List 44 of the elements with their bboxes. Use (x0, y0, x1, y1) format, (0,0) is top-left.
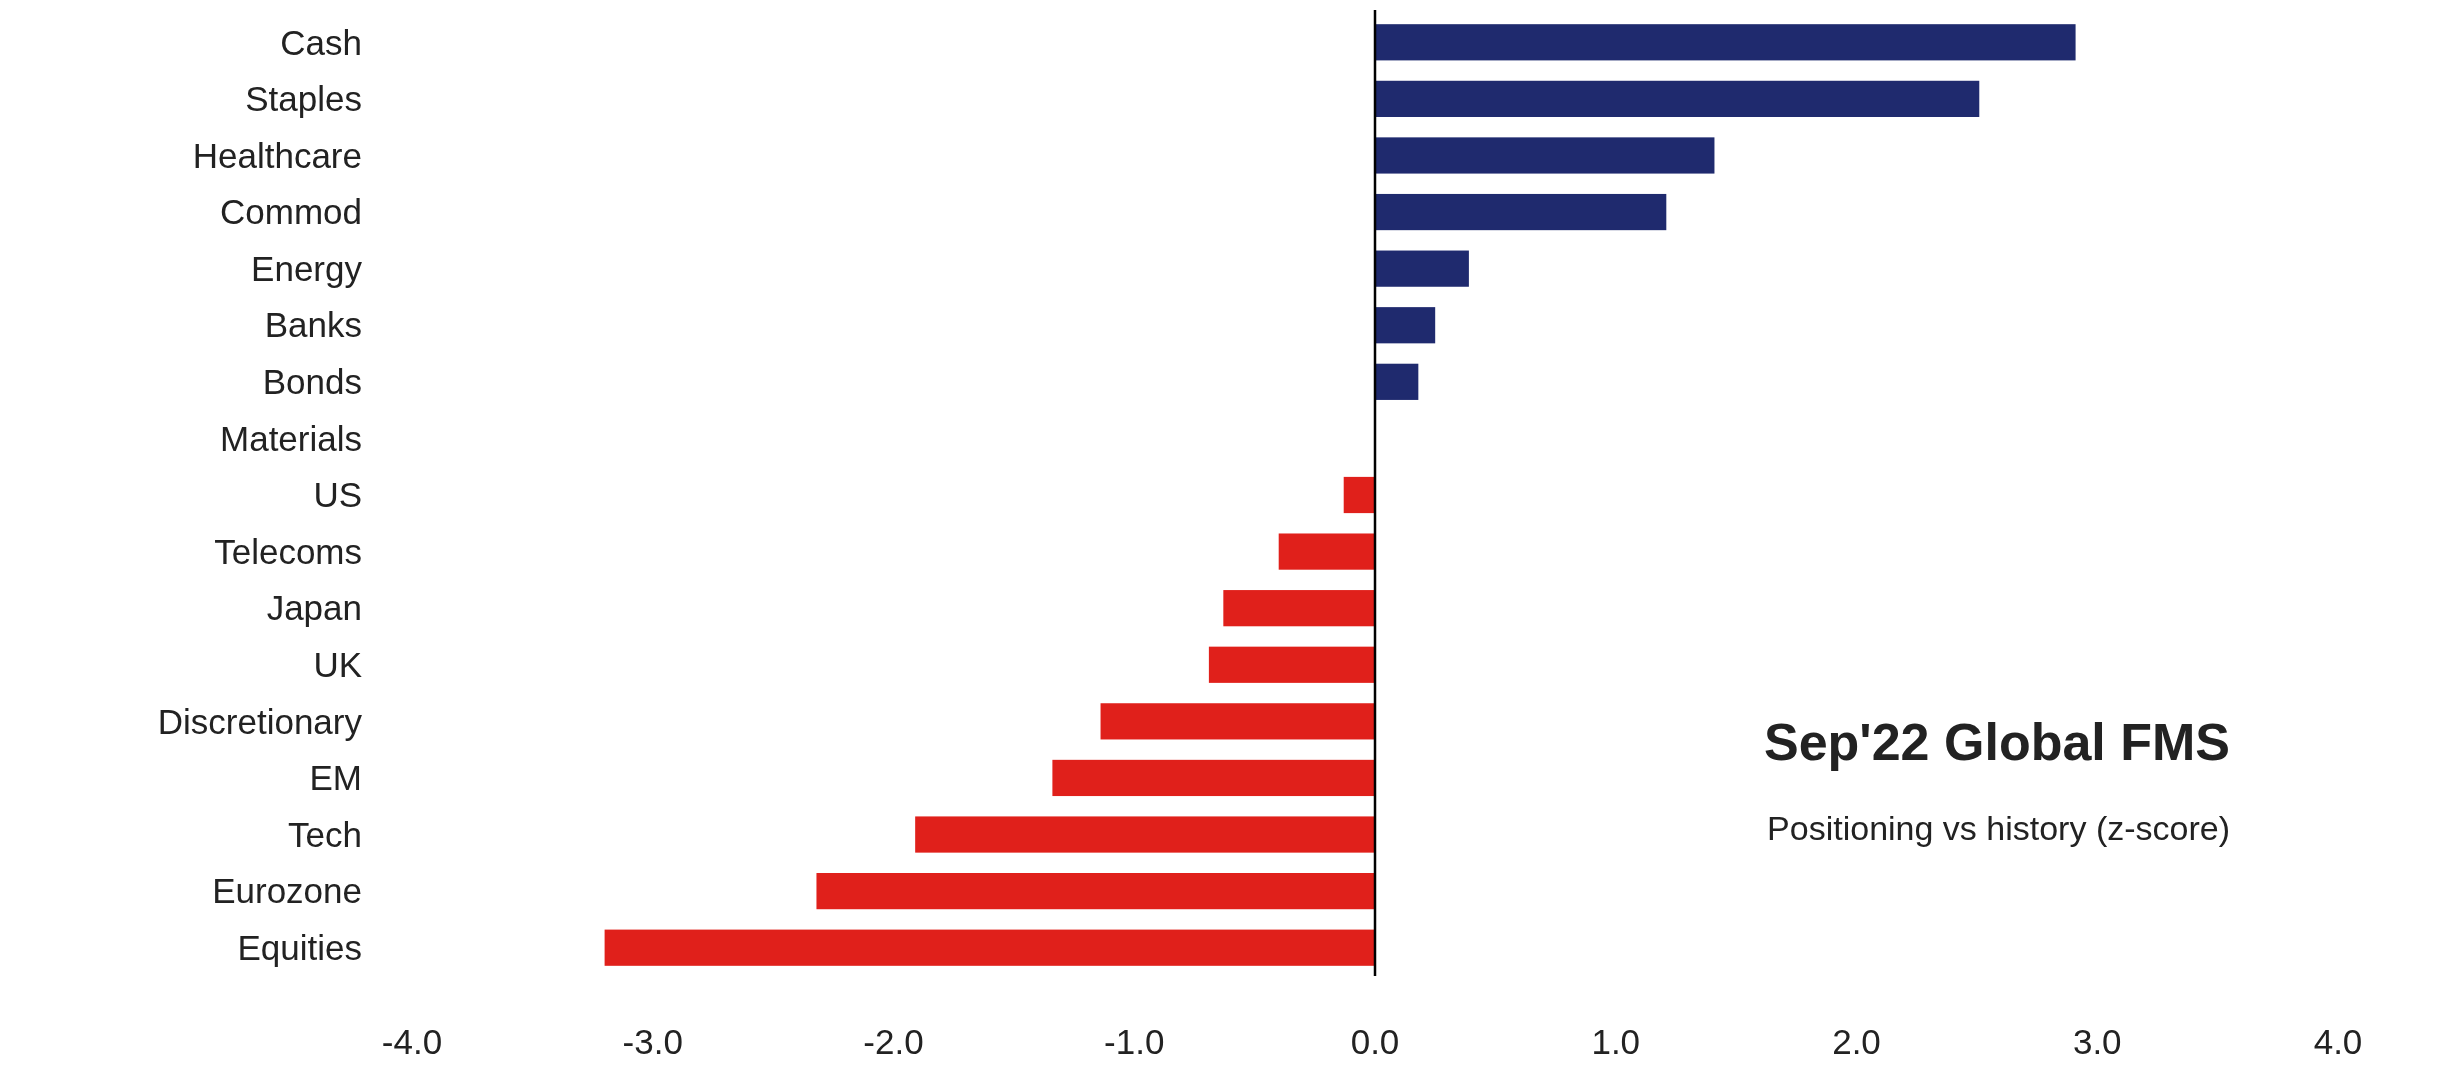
bar (915, 816, 1375, 853)
y-tick-label: Commod (220, 192, 362, 232)
x-tick-label: 4.0 (2313, 1022, 2363, 1062)
text: Sep'22 Global FMS (1763, 713, 2230, 771)
bar (1100, 703, 1376, 740)
x-tick-label: -4.0 (381, 1022, 443, 1062)
y-tick-label: Staples (245, 79, 362, 119)
bar (1375, 80, 1980, 117)
bar (1375, 307, 1436, 344)
y-tick-label: Equities (237, 927, 362, 967)
x-tick-label: 0.0 (1350, 1022, 1400, 1062)
y-tick-label: Eurozone (212, 871, 362, 911)
y-tick-label: Banks (264, 305, 362, 345)
y-tick-label: Discretionary (157, 701, 363, 741)
bar (1375, 250, 1469, 287)
bar (1375, 24, 2076, 61)
bar (1278, 533, 1375, 570)
y-tick-label: Telecoms (214, 531, 362, 571)
bar (816, 873, 1375, 910)
y-tick-label: Tech (288, 814, 362, 854)
y-tick-label: UK (313, 645, 362, 685)
x-tick-label: 3.0 (2072, 1022, 2122, 1062)
y-tick-label: EM (309, 758, 362, 798)
x-tick-label: -2.0 (863, 1022, 924, 1062)
y-tick-label: Japan (266, 588, 362, 628)
bar (1343, 476, 1375, 514)
bar (1052, 759, 1376, 797)
x-tick-label: -1.0 (1104, 1022, 1165, 1062)
y-tick-label: Bonds (262, 362, 362, 402)
bar (604, 929, 1375, 966)
x-tick-label: 2.0 (1832, 1022, 1881, 1062)
bar (1375, 193, 1667, 231)
text: Positioning vs history (z-score) (1767, 809, 2230, 847)
y-tick-label: US (313, 475, 362, 515)
bar (1375, 137, 1715, 174)
x-tick-label: 1.0 (1591, 1022, 1641, 1062)
y-tick-label: Energy (251, 248, 363, 288)
y-tick-label: Healthcare (192, 135, 362, 175)
x-tick-label: -3.0 (622, 1022, 683, 1062)
y-tick-label: Materials (220, 418, 362, 458)
bar (1375, 363, 1419, 400)
bar (1208, 646, 1375, 683)
y-tick-label: Cash (280, 22, 362, 62)
bar (1223, 590, 1375, 627)
